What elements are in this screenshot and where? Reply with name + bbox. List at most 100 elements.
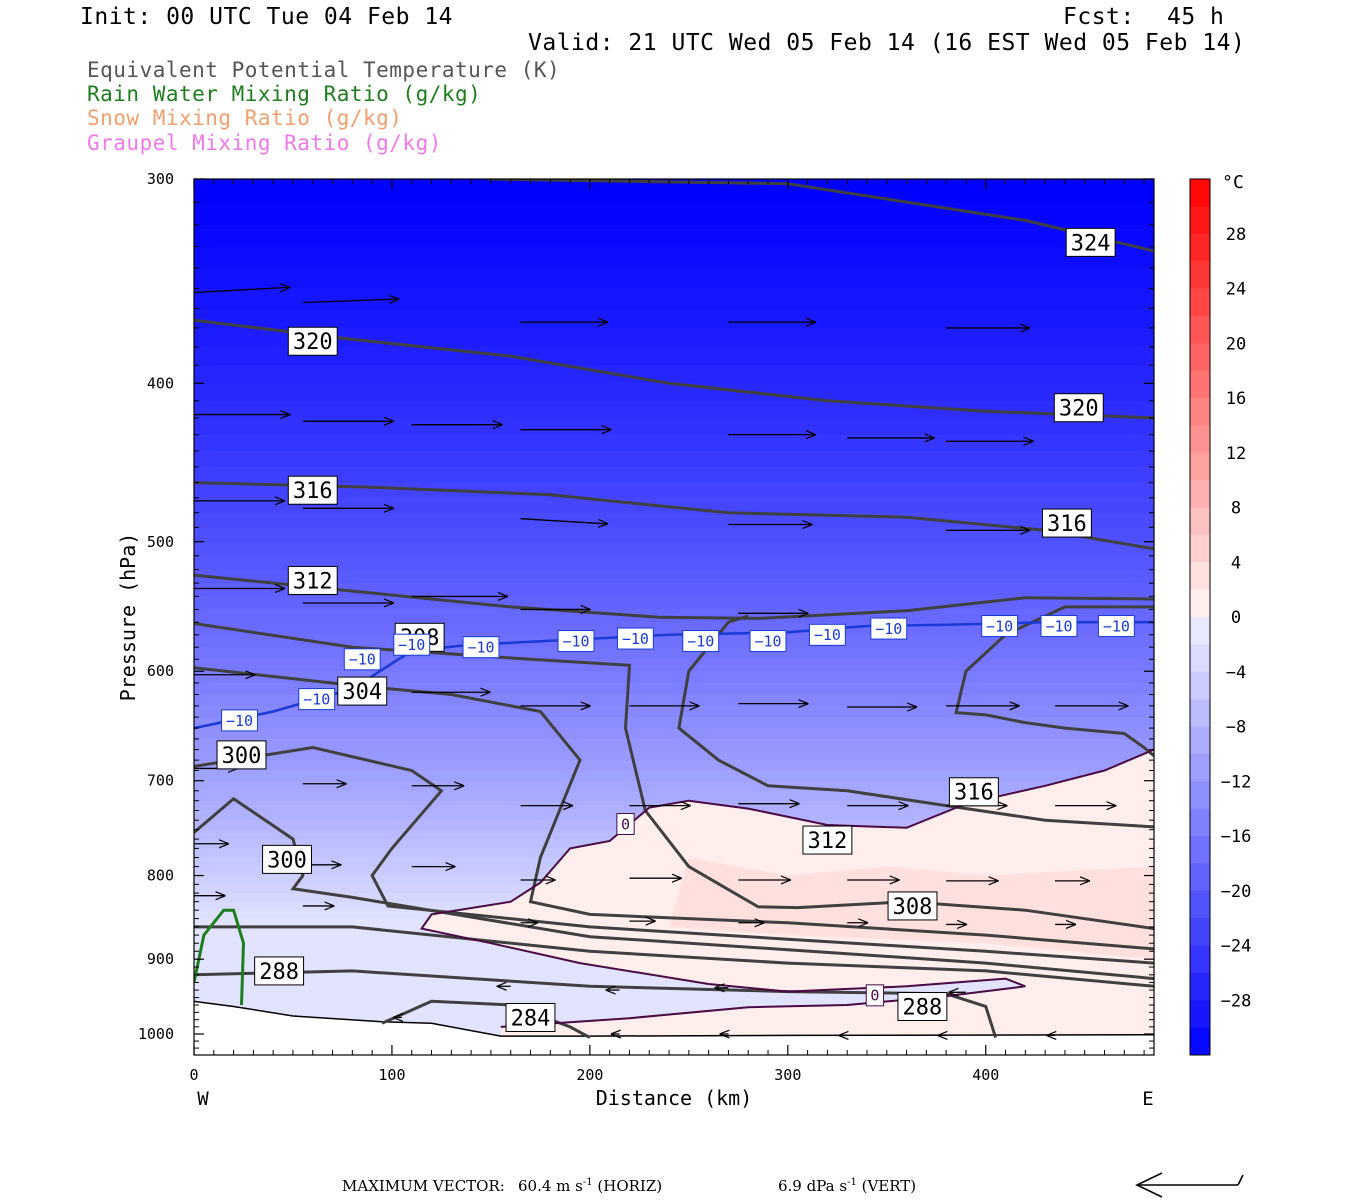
colorbar-swatch <box>1190 534 1210 563</box>
theta-e-label-box <box>1065 227 1116 257</box>
isotherm-neg10-label-text: −10 <box>986 617 1013 635</box>
x-axis-label: Distance (km) <box>596 1086 753 1110</box>
vert-exponent: -1 <box>847 1177 857 1188</box>
isotherm-neg10-label-text: −10 <box>398 636 425 654</box>
temperature-band <box>194 267 1154 289</box>
temperature-band <box>194 482 1154 499</box>
wind-vector <box>194 287 290 294</box>
colorbar-tick-label: −20 <box>1221 882 1252 902</box>
theta-e-label-box <box>216 740 267 770</box>
max-vector-horiz: 60.4 m s-1 (HORIZ) <box>518 1177 662 1195</box>
theta-e-label-box <box>1041 508 1092 538</box>
theta-e-label: 324 <box>1065 227 1116 257</box>
theta-e-contour-296 <box>194 796 1154 981</box>
isotherm-neg10-label: −10 <box>221 709 258 732</box>
colorbar-tick-label: −16 <box>1221 827 1252 847</box>
isotherm-neg10-label: −10 <box>808 623 846 646</box>
isotherm-neg10-label: −10 <box>1040 615 1078 638</box>
x-tick-label: 400 <box>972 1066 999 1084</box>
theta-e-label-text: 284 <box>511 1006 551 1031</box>
theta-e-contour-316 <box>954 605 1154 758</box>
temperature-band <box>194 647 1154 660</box>
forecast-hour: 45 h <box>1167 4 1225 30</box>
theta-e-label: 300 <box>262 844 312 874</box>
colorbar-swatch <box>1190 452 1210 481</box>
temperature-band <box>194 541 1154 557</box>
isotherm-neg10-label-box <box>462 636 500 659</box>
temperature-band <box>194 694 1154 707</box>
colorbar-unit: °C <box>1222 172 1244 193</box>
max-vector-vert: 6.9 dPa s-1 (VERT) <box>778 1177 916 1195</box>
reference-vector-arrow <box>1135 1172 1244 1198</box>
isotherm-neg10-label-box <box>343 648 381 671</box>
y-tick-label: 1000 <box>138 1025 174 1043</box>
isotherm-neg10-label-box <box>221 709 258 732</box>
terrain-mask <box>194 1001 1154 1055</box>
temperature-band <box>194 224 1154 248</box>
colorbar-tick-label: 24 <box>1226 280 1246 300</box>
colorbar-swatch <box>1190 945 1210 974</box>
isotherm-neg10-label: −10 <box>981 615 1019 638</box>
temperature-band <box>194 179 1154 203</box>
temperature-band <box>194 790 1154 802</box>
isotherm-neg10-label-box <box>870 617 908 640</box>
y-tick-label: 400 <box>147 374 174 392</box>
theta-e-label: 288 <box>254 956 305 986</box>
theta-e-label-text: 300 <box>267 848 307 873</box>
theta-e-label-box <box>254 956 305 986</box>
isotherm-0-label: 0 <box>616 813 635 836</box>
y-tick-label: 900 <box>147 950 174 968</box>
isotherm-neg10-label-box <box>557 630 595 653</box>
temperature-band <box>194 327 1154 348</box>
colorbar-tick-label: −12 <box>1221 772 1252 792</box>
colorbar-swatch <box>1190 370 1210 399</box>
vert-tag: (VERT) <box>861 1177 917 1195</box>
isotherm-neg10-label-text: −10 <box>562 632 589 650</box>
horiz-value: 60.4 m s <box>518 1177 583 1195</box>
colorbar-swatch <box>1190 726 1210 755</box>
theta-e-label: 312 <box>287 565 338 595</box>
isotherm-neg10-label-text: −10 <box>467 639 494 657</box>
colorbar-swatch <box>1190 1000 1210 1029</box>
temperature-band <box>194 705 1154 718</box>
theta-e-label-text: 316 <box>954 781 994 806</box>
colorbar-swatch <box>1190 315 1210 344</box>
colorbar-tick-label: −24 <box>1221 937 1252 957</box>
theta-e-label-box <box>262 844 312 874</box>
isotherm-neg10-label: −10 <box>557 630 595 653</box>
isotherm-neg10-label-box <box>616 627 654 650</box>
isotherm-neg10-label-text: −10 <box>875 620 902 638</box>
theta-e-label-text: 312 <box>293 569 333 594</box>
theta-e-label-box <box>287 326 338 356</box>
isotherm-neg10-label: −10 <box>616 627 654 650</box>
theta-e-label: 316 <box>948 777 999 807</box>
colorbar-swatch <box>1190 644 1210 673</box>
legend-graupel: Graupel Mixing Ratio (g/kg) <box>87 131 442 155</box>
temperature-band <box>194 671 1154 684</box>
colorbar-swatch <box>1190 863 1210 892</box>
isotherm-neg10-label-text: −10 <box>622 630 649 648</box>
colorbar-swatch <box>1190 562 1210 591</box>
theta-e-label: 304 <box>337 676 388 706</box>
y-tick-label: 500 <box>147 533 174 551</box>
isotherm-neg10-label-text: −10 <box>814 626 841 644</box>
theta-e-label-box <box>287 475 338 505</box>
theta-e-label: 288 <box>897 991 948 1021</box>
isotherm-neg10-label-text: −10 <box>754 632 781 650</box>
isotherm-neg10-label-text: −10 <box>226 712 253 730</box>
colorbar-swatch <box>1190 343 1210 372</box>
theta-e-label-box <box>897 991 948 1021</box>
theta-e-label-box <box>287 565 338 595</box>
isotherm-0-label: 0 <box>865 984 885 1007</box>
colorbar-swatch <box>1190 261 1210 289</box>
theta-e-label: 316 <box>287 475 338 505</box>
colorbar-swatch <box>1190 699 1210 727</box>
temperature-band <box>194 288 1154 309</box>
x-tick-label: 200 <box>576 1066 603 1084</box>
temperature-band <box>194 738 1154 751</box>
theta-e-label-box <box>887 891 938 921</box>
colorbar-tick-label: −4 <box>1226 663 1246 683</box>
theta-e-contour-300 <box>194 745 1154 965</box>
temperature-band <box>194 770 1154 782</box>
